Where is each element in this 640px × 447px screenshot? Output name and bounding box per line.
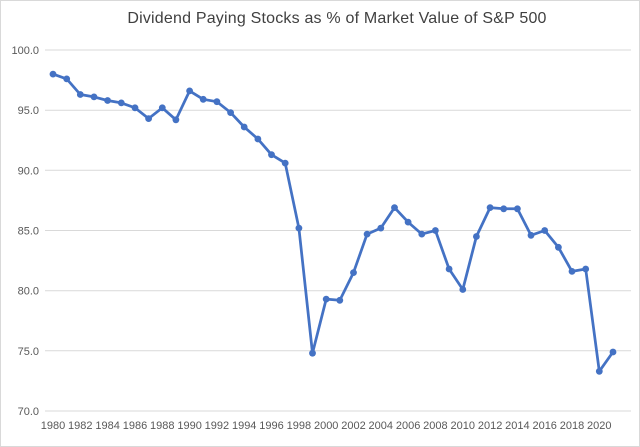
data-point-marker xyxy=(90,93,98,101)
data-point-marker xyxy=(445,265,453,273)
data-point-marker xyxy=(145,115,153,122)
data-point-marker xyxy=(473,233,480,240)
data-point-marker xyxy=(240,123,248,131)
y-tick-label: 95.0 xyxy=(18,105,39,117)
data-point-marker xyxy=(459,286,467,293)
data-point-marker xyxy=(254,135,262,143)
data-point-marker xyxy=(363,230,371,238)
x-tick-label: 1982 xyxy=(68,420,92,432)
x-tick-label: 1986 xyxy=(123,420,147,432)
data-point-marker xyxy=(595,367,603,375)
data-series-line xyxy=(51,72,615,373)
data-point-marker xyxy=(418,230,426,238)
data-point-marker xyxy=(117,99,125,107)
data-point-marker xyxy=(49,70,57,78)
chart-title: Dividend Paying Stocks as % of Market Va… xyxy=(127,10,547,27)
data-point-marker xyxy=(541,227,549,234)
data-point-marker xyxy=(350,269,357,276)
data-point-marker xyxy=(568,268,576,275)
data-point-marker xyxy=(391,204,398,212)
y-tick-label: 85.0 xyxy=(18,226,39,238)
data-point-marker xyxy=(281,159,289,167)
data-point-marker xyxy=(609,348,617,356)
data-point-marker xyxy=(63,75,71,83)
x-tick-label: 2004 xyxy=(369,420,393,432)
x-tick-label: 2008 xyxy=(423,420,447,432)
data-point-marker xyxy=(186,87,194,95)
x-tick-label: 1992 xyxy=(205,420,229,432)
data-point-marker xyxy=(555,243,562,251)
x-tick-label: 2016 xyxy=(532,420,556,432)
x-tick-label: 2002 xyxy=(341,420,365,432)
data-point-marker xyxy=(377,224,385,232)
y-tick-label: 70.0 xyxy=(18,406,39,418)
x-tick-label: 2006 xyxy=(396,420,420,432)
data-point-marker xyxy=(227,109,235,116)
data-point-marker xyxy=(104,97,111,104)
x-tick-label: 1984 xyxy=(95,420,119,432)
data-point-marker xyxy=(486,204,494,212)
x-tick-label: 1998 xyxy=(287,420,311,432)
x-tick-label: 2014 xyxy=(505,420,529,432)
data-point-marker xyxy=(582,265,590,273)
x-tick-label: 1980 xyxy=(41,420,65,432)
data-point-marker xyxy=(500,205,508,213)
x-tick-label: 1996 xyxy=(259,420,283,432)
data-point-marker xyxy=(158,104,166,112)
y-tick-label: 90.0 xyxy=(18,165,39,177)
x-tick-label: 1988 xyxy=(150,420,174,432)
y-tick-label: 75.0 xyxy=(18,346,39,358)
data-point-marker xyxy=(76,91,84,98)
x-tick-label: 2018 xyxy=(560,420,584,432)
data-point-marker xyxy=(172,116,180,124)
data-point-marker xyxy=(295,224,303,232)
data-point-marker xyxy=(322,295,330,303)
x-tick-label: 1990 xyxy=(177,420,201,432)
data-point-marker xyxy=(527,231,535,239)
y-tick-label: 80.0 xyxy=(18,286,39,298)
data-point-marker xyxy=(309,349,316,357)
x-tick-label: 1994 xyxy=(232,420,256,432)
y-tick-label: 100.0 xyxy=(11,45,39,57)
data-point-marker xyxy=(432,227,439,234)
data-point-marker xyxy=(268,151,275,159)
data-point-marker xyxy=(404,218,412,226)
data-point-marker xyxy=(514,205,521,213)
data-point-marker xyxy=(213,98,221,106)
x-tick-label: 2000 xyxy=(314,420,338,432)
data-point-marker xyxy=(199,95,207,103)
x-tick-label: 2020 xyxy=(587,420,611,432)
data-point-marker xyxy=(131,104,139,112)
x-tick-label: 2010 xyxy=(451,420,475,432)
data-point-marker xyxy=(336,296,344,304)
x-tick-label: 2012 xyxy=(478,420,502,432)
